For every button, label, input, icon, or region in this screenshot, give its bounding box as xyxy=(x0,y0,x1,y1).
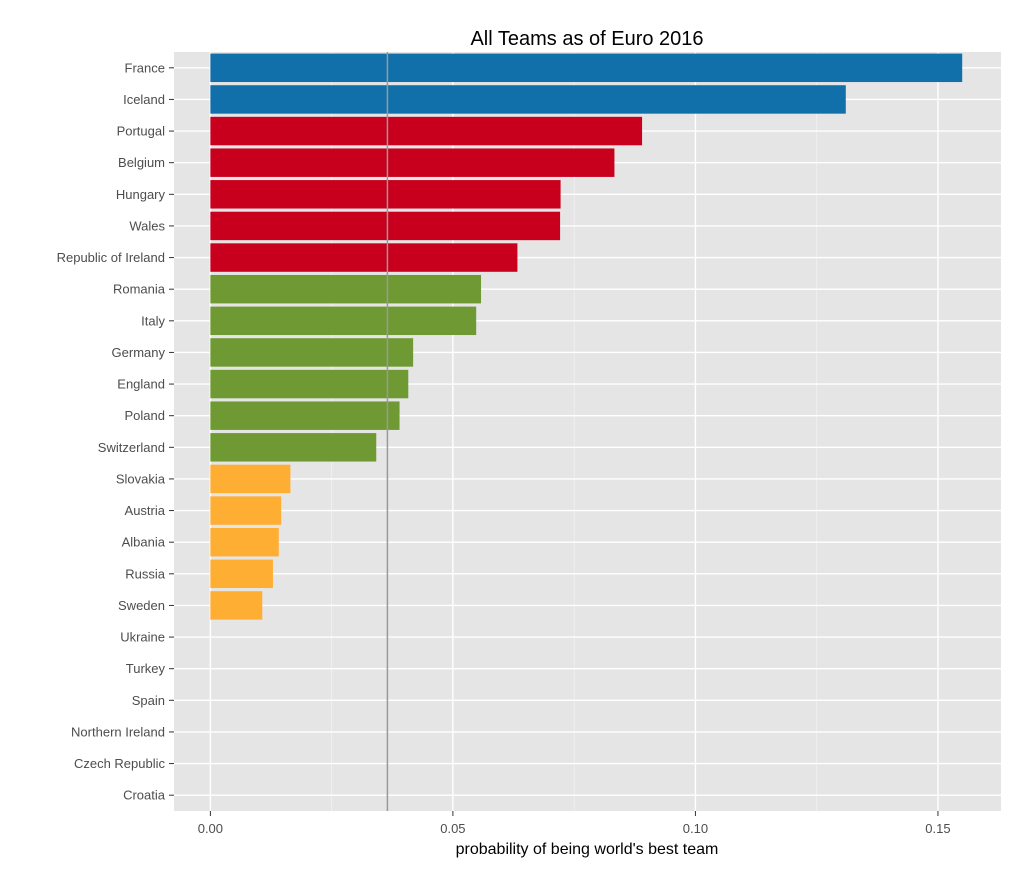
plot-panel xyxy=(174,52,1001,811)
bar xyxy=(210,527,279,557)
x-tick-label: 0.10 xyxy=(683,821,708,836)
minor-gridlines xyxy=(331,52,818,811)
y-tick-label: Ukraine xyxy=(120,630,165,645)
bar xyxy=(210,116,643,146)
y-tick-label: Czech Republic xyxy=(74,756,166,771)
y-tick-label: Northern Ireland xyxy=(71,724,165,739)
bar xyxy=(210,464,291,494)
bar xyxy=(210,53,963,83)
y-tick-label: Turkey xyxy=(126,661,166,676)
chart-title: All Teams as of Euro 2016 xyxy=(470,28,703,50)
bar xyxy=(210,180,561,209)
y-tick-label: Sweden xyxy=(118,598,165,613)
bar xyxy=(210,401,400,430)
y-axis: France Iceland Portugal Belgium Hungary Wales… xyxy=(57,60,174,803)
y-tick-label: France xyxy=(125,60,165,75)
y-tick-label: Albania xyxy=(122,535,166,550)
y-tick-label: Portugal xyxy=(117,124,166,139)
y-tick-label: England xyxy=(117,377,165,392)
x-tick-label: 0.00 xyxy=(198,821,223,836)
y-tick-label: Russia xyxy=(125,566,166,581)
bar xyxy=(210,211,561,241)
bar xyxy=(210,433,377,462)
bar xyxy=(210,306,477,336)
y-tick-label: Republic of Ireland xyxy=(57,250,165,265)
y-tick-label: Romania xyxy=(113,282,166,297)
x-tick-label: 0.05 xyxy=(440,821,465,836)
y-tick-label: Spain xyxy=(132,693,165,708)
bar xyxy=(210,274,482,304)
y-tick-label: Germany xyxy=(112,345,166,360)
bar xyxy=(210,243,518,272)
x-tick-label: 0.15 xyxy=(925,821,950,836)
y-tick-label: Hungary xyxy=(116,187,166,202)
y-tick-label: Switzerland xyxy=(98,440,165,455)
y-tick-label: Italy xyxy=(141,313,165,328)
bar xyxy=(210,338,414,367)
bar xyxy=(210,85,846,114)
y-tick-label: Wales xyxy=(129,218,165,233)
y-tick-label: Croatia xyxy=(123,788,166,803)
y-tick-label: Austria xyxy=(125,503,166,518)
bars xyxy=(210,53,963,620)
bar xyxy=(210,559,273,589)
bar xyxy=(210,496,282,525)
y-tick-label: Slovakia xyxy=(116,471,166,486)
y-tick-label: Belgium xyxy=(118,155,165,170)
x-axis: 0.00 0.05 0.10 0.15 xyxy=(198,811,951,836)
bar xyxy=(210,369,409,399)
bar xyxy=(210,591,263,620)
y-tick-label: Iceland xyxy=(123,92,165,107)
x-axis-label: probability of being world's best team xyxy=(456,841,719,858)
bar xyxy=(210,148,615,177)
y-tick-label: Poland xyxy=(125,408,165,423)
